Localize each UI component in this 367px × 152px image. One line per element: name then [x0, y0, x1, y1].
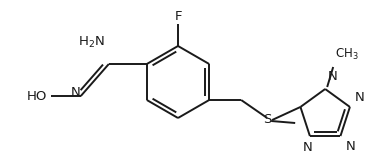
- Text: N: N: [303, 141, 313, 152]
- Text: N: N: [355, 91, 365, 104]
- Text: F: F: [174, 9, 182, 22]
- Text: CH$_3$: CH$_3$: [335, 47, 359, 62]
- Text: N: N: [71, 86, 81, 99]
- Text: S: S: [263, 113, 271, 126]
- Text: HO: HO: [26, 90, 47, 102]
- Text: N: N: [328, 70, 338, 83]
- Text: H$_2$N: H$_2$N: [78, 35, 105, 50]
- Text: N: N: [345, 140, 355, 152]
